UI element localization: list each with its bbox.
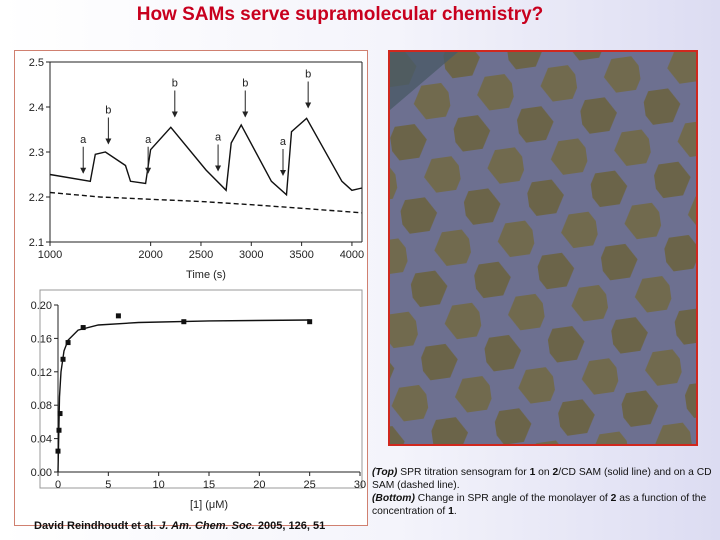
x-tick-label: 1000 bbox=[38, 249, 62, 261]
fit-line bbox=[57, 319, 310, 473]
annotation: a bbox=[215, 132, 222, 144]
text-run: 1 bbox=[529, 467, 536, 478]
text-run: 2 bbox=[552, 467, 559, 478]
data-point bbox=[60, 356, 66, 362]
annotation: b bbox=[305, 69, 311, 81]
x-tick-label: 20 bbox=[253, 479, 265, 491]
x-tick-label: 10 bbox=[153, 479, 165, 491]
arrow-head bbox=[279, 170, 286, 176]
y-tick-label: 0.08 bbox=[31, 400, 52, 412]
text-run: on bbox=[535, 467, 553, 478]
annotation: b bbox=[105, 105, 111, 117]
text-run: J. Am. Chem. Soc. bbox=[159, 520, 255, 532]
y-tick-label: 0.00 bbox=[31, 467, 52, 479]
caption: (Top) SPR titration sensogram for 1 on 2… bbox=[372, 466, 716, 518]
arrow-head bbox=[242, 111, 249, 118]
text-run: Change in SPR angle of the monolayer of bbox=[414, 493, 611, 504]
y-tick-label: 0.20 bbox=[31, 300, 52, 312]
text-run: (Bottom) bbox=[372, 493, 415, 504]
citation: David Reindhoudt et al. J. Am. Chem. Soc… bbox=[34, 520, 325, 532]
y-tick-label: 0.04 bbox=[31, 434, 52, 446]
x-tick-label: 3000 bbox=[239, 249, 263, 261]
annotation: a bbox=[80, 134, 87, 146]
annotation: a bbox=[145, 134, 152, 146]
data-point bbox=[115, 313, 121, 319]
y-tick-label: 0.16 bbox=[31, 333, 52, 345]
x-tick-label: 5 bbox=[105, 479, 111, 491]
y-tick-label: 2.2 bbox=[29, 192, 44, 204]
arrow-head bbox=[105, 138, 112, 145]
y-tick-label: 2.4 bbox=[29, 102, 44, 114]
slide-title: How SAMs serve supramolecular chemistry? bbox=[136, 4, 544, 25]
annotation: a bbox=[280, 136, 287, 148]
x-tick-label: 25 bbox=[304, 479, 316, 491]
text-run: 2005, 126, 51 bbox=[254, 520, 326, 532]
x-axis-label: Time (s) bbox=[186, 269, 226, 281]
x-axis-label: [1] (μM) bbox=[190, 499, 228, 511]
x-tick-label: 0 bbox=[55, 479, 61, 491]
micrograph bbox=[388, 50, 698, 446]
micrograph-edge bbox=[390, 52, 458, 110]
y-tick-label: 2.5 bbox=[29, 57, 44, 69]
y-tick-label: 2.3 bbox=[29, 147, 44, 159]
text-run: SPR titration sensogram for bbox=[397, 467, 530, 478]
data-point bbox=[181, 319, 187, 325]
chart-frame bbox=[39, 289, 363, 489]
x-tick-label: 2500 bbox=[189, 249, 213, 261]
data-point bbox=[55, 448, 61, 454]
arrow-head bbox=[215, 165, 222, 172]
arrow-head bbox=[305, 102, 312, 109]
arrow-head bbox=[145, 167, 152, 174]
annotation: b bbox=[242, 78, 248, 90]
arrow-head bbox=[80, 167, 87, 174]
x-tick-label: 4000 bbox=[340, 249, 364, 261]
solid-line bbox=[49, 117, 363, 197]
text-run: 1 bbox=[448, 506, 454, 517]
text-run: (Top) bbox=[372, 467, 398, 478]
data-point bbox=[65, 340, 71, 346]
data-point bbox=[56, 427, 62, 433]
y-tick-label: 2.1 bbox=[29, 237, 44, 249]
x-tick-label: 15 bbox=[203, 479, 215, 491]
x-tick-label: 3500 bbox=[289, 249, 313, 261]
x-tick-label: 2000 bbox=[138, 249, 162, 261]
data-point bbox=[307, 319, 313, 325]
text-run: as a function of the concentration of bbox=[372, 493, 707, 517]
data-point bbox=[57, 411, 63, 417]
annotation: b bbox=[172, 78, 178, 90]
dashed-line bbox=[49, 191, 363, 214]
text-run: /CD SAM (solid line) and on a CD SAM (da… bbox=[372, 467, 712, 491]
text-run: David Reindhoudt et al. bbox=[34, 520, 160, 532]
x-tick-label: 30 bbox=[354, 479, 366, 491]
text-run: . bbox=[453, 506, 457, 517]
micrograph-image bbox=[388, 50, 698, 446]
arrow-head bbox=[171, 111, 178, 118]
y-tick-label: 0.12 bbox=[31, 367, 52, 379]
data-point bbox=[80, 325, 86, 331]
chart-panel bbox=[14, 50, 368, 526]
text-run: 2 bbox=[610, 493, 617, 504]
